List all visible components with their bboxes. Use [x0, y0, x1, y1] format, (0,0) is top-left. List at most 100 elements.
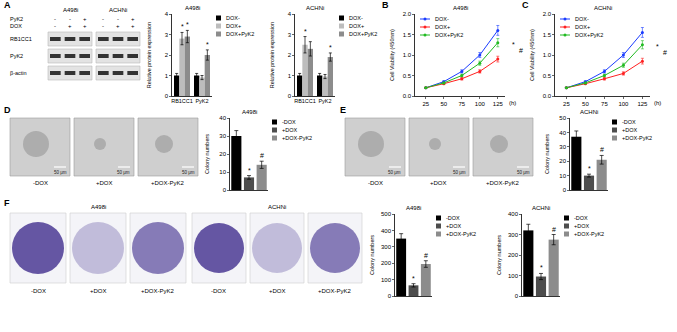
svg-text:1.5: 1.5 — [403, 32, 412, 38]
svg-text:-DOX: -DOX — [31, 288, 46, 294]
svg-text:-DOX: -DOX — [446, 215, 460, 221]
svg-text:-DOX: -DOX — [368, 180, 383, 186]
svg-text:0: 0 — [223, 187, 227, 193]
svg-text:0: 0 — [388, 293, 392, 299]
svg-text:#: # — [600, 146, 604, 153]
svg-text:+DOX: +DOX — [96, 180, 113, 186]
svg-text:1: 1 — [288, 73, 292, 79]
svg-text:E: E — [340, 105, 346, 115]
svg-text:B: B — [382, 0, 389, 10]
svg-text:-: - — [102, 23, 104, 29]
svg-text:RB1CC1: RB1CC1 — [10, 36, 32, 42]
svg-text:ACHNi: ACHNi — [594, 5, 612, 11]
svg-text:#: # — [424, 252, 428, 259]
svg-text:*: * — [540, 264, 543, 271]
svg-text:+DOX-PyK2: +DOX-PyK2 — [318, 288, 352, 294]
svg-text:+DOX: +DOX — [269, 288, 286, 294]
svg-text:-: - — [117, 16, 119, 22]
svg-text:D: D — [4, 105, 11, 115]
svg-text:125: 125 — [493, 101, 504, 107]
svg-text:+DOX: +DOX — [430, 180, 447, 186]
svg-text:50: 50 — [440, 101, 447, 107]
svg-text:1: 1 — [165, 73, 169, 79]
svg-text:400: 400 — [381, 228, 392, 234]
svg-text:A498i: A498i — [453, 5, 468, 11]
svg-text:PyK2: PyK2 — [10, 53, 23, 59]
svg-text:+DOX: +DOX — [622, 127, 637, 133]
svg-text:PyK2: PyK2 — [318, 98, 331, 104]
svg-text:50 μm: 50 μm — [388, 170, 401, 175]
svg-text:10: 10 — [219, 169, 226, 175]
svg-text:200: 200 — [381, 260, 392, 266]
svg-text:DOX+: DOX+ — [226, 23, 241, 29]
svg-text:DOX+: DOX+ — [349, 23, 364, 29]
svg-text:#: # — [663, 49, 667, 56]
svg-text:RB1CC1: RB1CC1 — [171, 98, 193, 104]
svg-text:DOX+PyK2: DOX+PyK2 — [226, 31, 254, 37]
svg-text:A498i: A498i — [63, 7, 78, 13]
svg-text:+: + — [131, 16, 135, 22]
svg-text:2: 2 — [165, 52, 169, 58]
svg-text:20: 20 — [559, 158, 566, 164]
svg-text:10: 10 — [559, 173, 566, 179]
svg-text:F: F — [4, 198, 10, 208]
svg-text:+: + — [131, 23, 135, 29]
svg-text:*: * — [656, 43, 659, 50]
svg-text:+DOX: +DOX — [282, 127, 297, 133]
svg-text:#: # — [552, 226, 556, 233]
svg-text:-: - — [54, 23, 56, 29]
svg-text:-DOX: -DOX — [282, 119, 296, 125]
svg-text:1.0: 1.0 — [403, 52, 412, 58]
svg-text:50 μm: 50 μm — [453, 170, 466, 175]
svg-text:A498i: A498i — [242, 109, 257, 115]
svg-text:40: 40 — [219, 115, 226, 121]
svg-text:4: 4 — [288, 11, 292, 17]
svg-text:75: 75 — [458, 101, 465, 107]
svg-text:3: 3 — [165, 32, 169, 38]
svg-text:100: 100 — [381, 277, 392, 283]
svg-text:25: 25 — [563, 101, 570, 107]
svg-text:50: 50 — [559, 115, 566, 121]
svg-text:100: 100 — [618, 101, 629, 107]
svg-text:2.0: 2.0 — [403, 11, 412, 17]
svg-text:A498i: A498i — [406, 205, 421, 211]
svg-text:+DOX-PyK2: +DOX-PyK2 — [622, 135, 652, 141]
svg-text:25: 25 — [422, 101, 429, 107]
svg-text:*: * — [512, 41, 515, 48]
svg-text:Relative protein expression: Relative protein expression — [269, 22, 275, 88]
svg-text:DOX+PyK2: DOX+PyK2 — [575, 32, 603, 38]
svg-text:1.5: 1.5 — [543, 32, 552, 38]
svg-text:+DOX: +DOX — [446, 223, 461, 229]
svg-text:-DOX: -DOX — [622, 119, 636, 125]
svg-text:40: 40 — [559, 130, 566, 136]
svg-text:+: + — [68, 23, 72, 29]
svg-text:0: 0 — [288, 93, 292, 99]
svg-text:*: * — [248, 167, 251, 174]
svg-text:β-actin: β-actin — [10, 70, 27, 76]
svg-text:50 μm: 50 μm — [182, 170, 195, 175]
svg-text:(h): (h) — [654, 100, 661, 106]
svg-text:*: * — [412, 275, 415, 282]
svg-text:0.0: 0.0 — [403, 93, 412, 99]
svg-text:2: 2 — [288, 52, 292, 58]
svg-text:Colony numbers: Colony numbers — [204, 134, 210, 174]
svg-text:1.0: 1.0 — [543, 52, 552, 58]
svg-text:50 μm: 50 μm — [117, 170, 130, 175]
svg-text:ACHNi: ACHNi — [580, 109, 598, 115]
svg-text:Colony numbers: Colony numbers — [369, 235, 375, 275]
svg-text:DOX-: DOX- — [575, 16, 589, 22]
svg-text:*: * — [181, 23, 184, 30]
svg-text:30: 30 — [219, 133, 226, 139]
svg-text:50 μm: 50 μm — [54, 170, 67, 175]
svg-text:ACHNi: ACHNi — [532, 205, 550, 211]
svg-text:0.5: 0.5 — [543, 73, 552, 79]
svg-text:RB1CC1: RB1CC1 — [294, 98, 316, 104]
svg-text:2.0: 2.0 — [543, 11, 552, 17]
svg-text:C: C — [522, 0, 529, 10]
svg-text:+DOX-PyK2: +DOX-PyK2 — [574, 231, 604, 237]
svg-text:Relative protein expression: Relative protein expression — [146, 22, 152, 88]
svg-text:Colony numbers: Colony numbers — [496, 235, 502, 275]
svg-text:Cell Viability (450nm): Cell Viability (450nm) — [529, 29, 535, 81]
svg-text:-: - — [69, 16, 71, 22]
svg-text:DOX+PyK2: DOX+PyK2 — [349, 31, 377, 37]
